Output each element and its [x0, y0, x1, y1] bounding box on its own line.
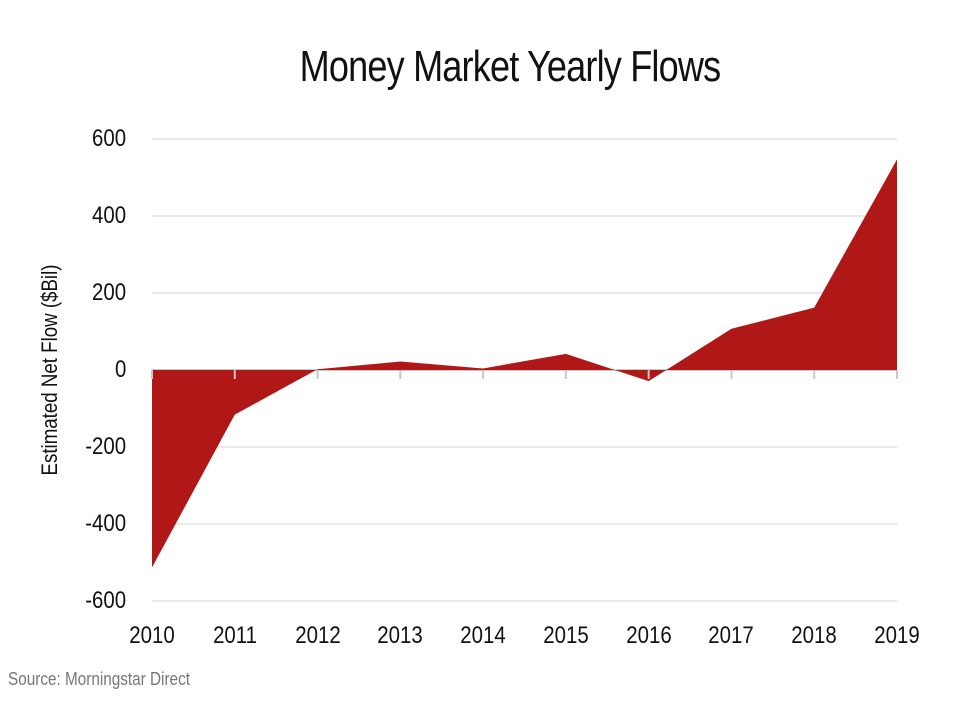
x-axis-ticks [151, 370, 898, 379]
x-tick: 2017 [708, 622, 755, 649]
y-tick: -200 [85, 433, 126, 460]
x-tick: 2010 [129, 622, 175, 649]
y-tick: -600 [85, 587, 126, 614]
x-tick: 2016 [625, 622, 672, 649]
x-tick: 2019 [874, 622, 920, 649]
chart-title: Money Market Yearly Flows [299, 42, 721, 91]
y-tick: 200 [91, 279, 126, 306]
x-tick: 2013 [377, 622, 424, 649]
y-tick: 0 [114, 356, 126, 383]
x-tick: 2018 [791, 622, 837, 649]
y-tick: 600 [91, 125, 126, 152]
y-tick: 400 [91, 202, 126, 229]
x-tick: 2011 [212, 622, 257, 649]
x-tick: 2012 [294, 622, 341, 649]
source-note: Source: Morningstar Direct [8, 669, 190, 689]
x-tick: 2014 [460, 622, 506, 649]
net-flow-area [152, 159, 897, 568]
x-tick: 2015 [543, 622, 589, 649]
y-tick: -400 [85, 510, 126, 537]
